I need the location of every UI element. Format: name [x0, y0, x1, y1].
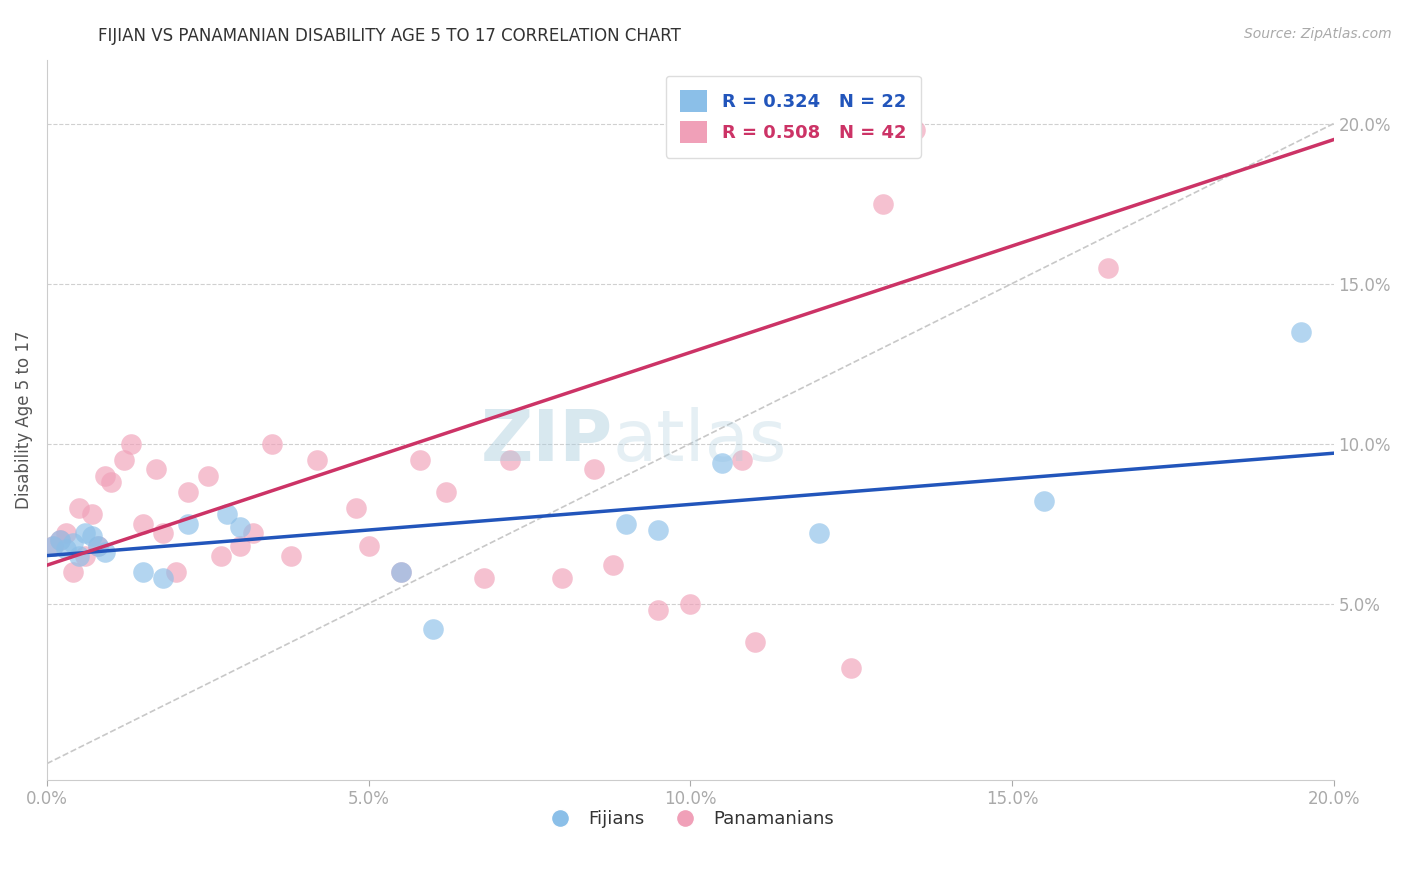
Point: [67, 549, 90, 563]
Y-axis label: Disability Age 5 to 17: Disability Age 5 to 17: [15, 330, 32, 508]
Point: [711, 456, 734, 470]
Point: [62, 565, 84, 579]
Point: [614, 516, 637, 531]
Point: [62, 536, 84, 550]
Point: [42, 539, 65, 553]
Point: [389, 565, 412, 579]
Point: [904, 123, 927, 137]
Point: [120, 436, 142, 450]
Legend: Fijians, Panamanians: Fijians, Panamanians: [540, 803, 841, 836]
Point: [499, 452, 522, 467]
Point: [80, 507, 103, 521]
Point: [422, 622, 444, 636]
Point: [807, 526, 830, 541]
Point: [152, 571, 174, 585]
Point: [75, 549, 97, 563]
Point: [197, 468, 219, 483]
Point: [744, 635, 766, 649]
Point: [132, 516, 155, 531]
Point: [679, 597, 702, 611]
Point: [262, 436, 284, 450]
Point: [409, 452, 432, 467]
Point: [55, 526, 77, 541]
Point: [55, 542, 77, 557]
Point: [647, 603, 669, 617]
Point: [49, 533, 72, 547]
Point: [872, 196, 894, 211]
Point: [145, 462, 167, 476]
Point: [87, 539, 110, 553]
Point: [100, 475, 122, 489]
Point: [474, 571, 496, 585]
Point: [229, 520, 252, 534]
Point: [165, 565, 187, 579]
Point: [242, 526, 264, 541]
Point: [389, 565, 412, 579]
Point: [209, 549, 232, 563]
Point: [582, 462, 605, 476]
Point: [94, 545, 117, 559]
Text: ZIP: ZIP: [481, 407, 613, 475]
Point: [67, 500, 90, 515]
Point: [307, 452, 329, 467]
Point: [229, 539, 252, 553]
Point: [357, 539, 380, 553]
Point: [177, 484, 200, 499]
Point: [177, 516, 200, 531]
Point: [132, 565, 155, 579]
Point: [42, 539, 65, 553]
Point: [215, 507, 238, 521]
Point: [75, 526, 97, 541]
Point: [1097, 260, 1119, 275]
Point: [731, 452, 754, 467]
Point: [94, 468, 117, 483]
Point: [152, 526, 174, 541]
Point: [1291, 325, 1313, 339]
Point: [647, 523, 669, 537]
Text: atlas: atlas: [613, 407, 787, 475]
Point: [112, 452, 135, 467]
Text: Source: ZipAtlas.com: Source: ZipAtlas.com: [1244, 27, 1392, 41]
Point: [550, 571, 572, 585]
Point: [49, 533, 72, 547]
Point: [839, 660, 862, 674]
Point: [80, 529, 103, 543]
Point: [344, 500, 367, 515]
Point: [602, 558, 624, 573]
Text: FIJIAN VS PANAMANIAN DISABILITY AGE 5 TO 17 CORRELATION CHART: FIJIAN VS PANAMANIAN DISABILITY AGE 5 TO…: [98, 27, 682, 45]
Point: [1033, 494, 1056, 508]
Point: [434, 484, 457, 499]
Point: [87, 539, 110, 553]
Point: [280, 549, 302, 563]
